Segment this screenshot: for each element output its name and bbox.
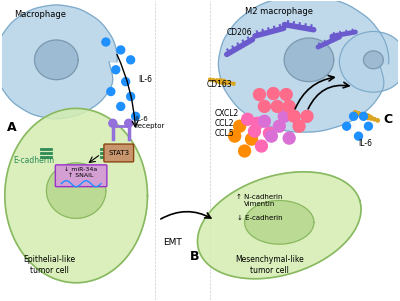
Circle shape xyxy=(376,119,379,122)
Text: CXCL2: CXCL2 xyxy=(215,109,239,118)
Circle shape xyxy=(364,122,372,130)
Circle shape xyxy=(209,78,212,81)
Circle shape xyxy=(125,119,133,127)
Polygon shape xyxy=(218,0,389,132)
Polygon shape xyxy=(0,5,117,119)
Polygon shape xyxy=(34,40,78,80)
Circle shape xyxy=(232,82,235,85)
Polygon shape xyxy=(364,51,383,69)
Circle shape xyxy=(218,79,223,84)
Circle shape xyxy=(283,101,295,112)
Circle shape xyxy=(354,111,357,114)
Circle shape xyxy=(293,120,305,132)
Circle shape xyxy=(239,145,250,157)
Circle shape xyxy=(273,120,285,132)
Text: EMT: EMT xyxy=(163,238,182,247)
Circle shape xyxy=(264,127,275,139)
Circle shape xyxy=(360,113,364,116)
Text: B: B xyxy=(190,250,200,263)
Circle shape xyxy=(132,112,140,120)
Text: CD163: CD163 xyxy=(207,79,232,88)
Circle shape xyxy=(369,116,373,120)
Text: CCL5: CCL5 xyxy=(215,129,234,138)
Circle shape xyxy=(362,113,368,118)
Text: ↓ miR-34a
↑ SNAIL: ↓ miR-34a ↑ SNAIL xyxy=(64,167,98,178)
Circle shape xyxy=(354,132,362,140)
Circle shape xyxy=(283,132,295,144)
Circle shape xyxy=(288,110,300,122)
Circle shape xyxy=(258,115,270,127)
Circle shape xyxy=(212,79,215,82)
Text: Macrophage: Macrophage xyxy=(14,10,66,19)
Circle shape xyxy=(373,118,376,121)
Circle shape xyxy=(229,130,241,142)
Text: IL-6: IL-6 xyxy=(358,139,372,148)
Circle shape xyxy=(117,46,125,54)
Polygon shape xyxy=(198,172,361,279)
Circle shape xyxy=(225,81,229,84)
Circle shape xyxy=(343,122,350,130)
Circle shape xyxy=(215,79,219,83)
Circle shape xyxy=(127,92,135,101)
Circle shape xyxy=(246,133,258,145)
Circle shape xyxy=(242,113,254,125)
Text: STAT3: STAT3 xyxy=(108,150,129,156)
Circle shape xyxy=(117,102,125,110)
Polygon shape xyxy=(46,163,106,218)
Circle shape xyxy=(109,119,117,127)
Polygon shape xyxy=(284,38,334,82)
Circle shape xyxy=(122,78,130,85)
Text: IL-6: IL-6 xyxy=(138,75,152,84)
Text: IL-6
receptor: IL-6 receptor xyxy=(136,116,165,129)
Polygon shape xyxy=(244,200,314,244)
Circle shape xyxy=(258,101,270,112)
Text: CCL2: CCL2 xyxy=(215,119,234,128)
Text: ↑ N-cadherin
Vimentin: ↑ N-cadherin Vimentin xyxy=(236,194,283,207)
FancyBboxPatch shape xyxy=(104,144,134,162)
Circle shape xyxy=(234,120,246,132)
Circle shape xyxy=(362,113,368,118)
Circle shape xyxy=(221,79,226,85)
Circle shape xyxy=(252,117,264,129)
Circle shape xyxy=(373,118,376,121)
Circle shape xyxy=(366,114,371,119)
Circle shape xyxy=(271,101,283,112)
Circle shape xyxy=(369,116,373,120)
Text: A: A xyxy=(7,121,16,134)
Circle shape xyxy=(366,114,371,119)
Text: CD206: CD206 xyxy=(227,28,252,37)
Text: ↓ E-cadherin: ↓ E-cadherin xyxy=(237,216,282,221)
Text: Epithelial-like
tumor cell: Epithelial-like tumor cell xyxy=(23,255,76,275)
Circle shape xyxy=(229,82,232,85)
Circle shape xyxy=(256,140,267,152)
Circle shape xyxy=(107,88,115,95)
Circle shape xyxy=(280,88,292,101)
Circle shape xyxy=(350,112,358,120)
Circle shape xyxy=(254,88,265,101)
Circle shape xyxy=(301,110,313,122)
Text: C: C xyxy=(383,113,392,126)
FancyBboxPatch shape xyxy=(55,165,107,187)
Circle shape xyxy=(357,112,360,115)
Circle shape xyxy=(265,130,277,142)
Circle shape xyxy=(360,113,364,116)
Circle shape xyxy=(357,112,360,115)
Circle shape xyxy=(248,125,260,137)
Circle shape xyxy=(360,112,368,120)
Text: M2 macrophage: M2 macrophage xyxy=(244,7,312,16)
Text: E-cadherin: E-cadherin xyxy=(14,156,55,165)
Polygon shape xyxy=(339,31,400,92)
Circle shape xyxy=(354,111,357,114)
Circle shape xyxy=(127,56,135,64)
Circle shape xyxy=(102,38,110,46)
Polygon shape xyxy=(5,108,148,283)
Text: Mesenchymal-like
tumor cell: Mesenchymal-like tumor cell xyxy=(235,255,304,275)
Circle shape xyxy=(278,110,290,122)
Circle shape xyxy=(376,119,379,122)
Circle shape xyxy=(267,88,279,99)
Circle shape xyxy=(112,66,120,74)
